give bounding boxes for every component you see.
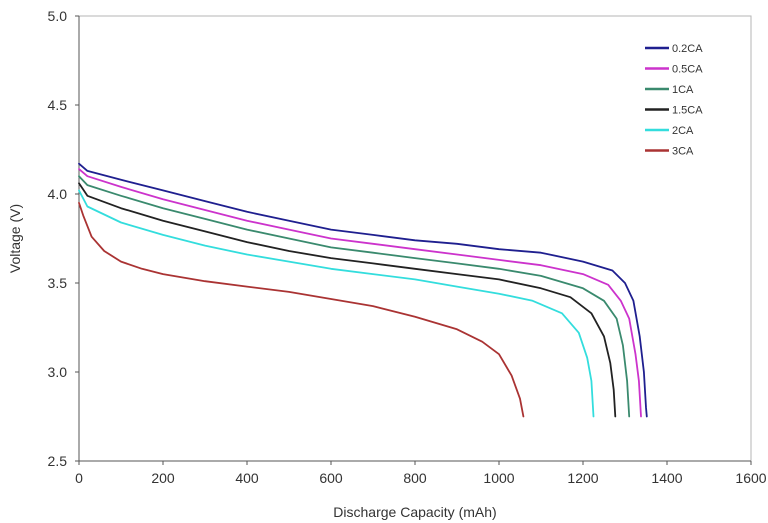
series-line-3 (78, 182, 617, 418)
x-tick-label: 400 (235, 470, 259, 486)
y-tick-label: 2.5 (48, 453, 68, 469)
x-tick-label: 1200 (567, 470, 598, 486)
x-tick-label: 600 (319, 470, 343, 486)
x-axis-title: Discharge Capacity (mAh) (333, 504, 496, 520)
y-tick-label: 4.5 (48, 97, 68, 113)
y-tick-label: 4.0 (48, 186, 68, 202)
series-line-4 (78, 189, 595, 418)
y-tick-label: 5.0 (48, 8, 68, 24)
y-tick-label: 3.5 (48, 275, 68, 291)
legend-label-5: 3CA (672, 146, 694, 158)
legend-label-4: 2CA (672, 125, 694, 137)
x-tick-label: 1400 (651, 470, 682, 486)
x-tick-label: 200 (151, 470, 175, 486)
y-axis-title: Voltage (V) (7, 204, 23, 273)
legend-label-2: 1CA (672, 84, 694, 96)
x-tick-label: 1000 (483, 470, 514, 486)
x-tick-label: 0 (75, 470, 83, 486)
series-line-5 (78, 202, 525, 418)
legend-label-1: 0.5CA (672, 64, 703, 76)
chart-series-lines (78, 162, 648, 418)
series-line-0 (78, 162, 648, 418)
x-tick-label: 1600 (735, 470, 766, 486)
series-line-2 (78, 175, 631, 418)
chart-legend: 0.2CA 0.5CA 1CA 1.5CA 2CA 3CA (645, 43, 703, 158)
y-tick-label: 3.0 (48, 364, 68, 380)
legend-label-3: 1.5CA (672, 105, 703, 117)
legend-label-0: 0.2CA (672, 43, 703, 55)
chart-ticks: 0 200 400 600 800 1000 1200 1400 1600 2.5 3.0 3.5 4.… (48, 8, 767, 486)
x-tick-label: 800 (403, 470, 427, 486)
series-line-1 (78, 168, 642, 418)
